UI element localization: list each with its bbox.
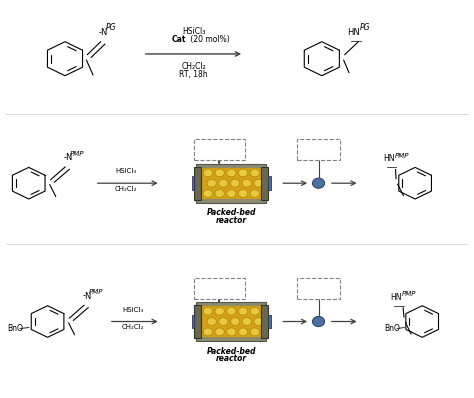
Bar <box>197 302 266 341</box>
Circle shape <box>203 169 213 177</box>
Text: HN: HN <box>347 28 359 37</box>
Circle shape <box>207 318 216 326</box>
Text: BnO: BnO <box>7 324 23 333</box>
Text: CH₂Cl₂: CH₂Cl₂ <box>122 324 145 330</box>
Text: HSiCl₃: HSiCl₃ <box>116 168 137 174</box>
Circle shape <box>242 179 252 187</box>
Circle shape <box>219 318 228 326</box>
Text: supp cat: supp cat <box>201 145 237 154</box>
Circle shape <box>250 189 259 197</box>
Circle shape <box>203 328 213 336</box>
Text: HN: HN <box>383 154 394 164</box>
Circle shape <box>215 328 224 336</box>
Circle shape <box>227 328 236 336</box>
Circle shape <box>227 189 236 197</box>
Text: N: N <box>84 292 91 300</box>
Circle shape <box>242 318 252 326</box>
Circle shape <box>250 307 259 315</box>
Text: Packed-bed: Packed-bed <box>207 347 256 356</box>
Circle shape <box>312 178 325 188</box>
Circle shape <box>238 169 248 177</box>
FancyBboxPatch shape <box>297 278 340 298</box>
Text: HSiCl₃: HSiCl₃ <box>123 307 144 313</box>
Bar <box>261 305 268 338</box>
Text: PMP: PMP <box>402 291 417 297</box>
Circle shape <box>238 189 248 197</box>
Text: H₂O: H₂O <box>311 150 326 159</box>
Text: PMP: PMP <box>89 289 103 295</box>
Circle shape <box>312 316 325 327</box>
Text: N: N <box>65 153 72 162</box>
Text: Cat: Cat <box>172 35 186 45</box>
Circle shape <box>230 179 240 187</box>
FancyBboxPatch shape <box>194 278 245 298</box>
Text: PG: PG <box>106 23 117 32</box>
Bar <box>194 167 201 200</box>
Bar <box>191 176 194 190</box>
Text: CH₂Cl₂: CH₂Cl₂ <box>181 62 206 71</box>
FancyBboxPatch shape <box>194 139 245 160</box>
Bar <box>202 168 261 199</box>
Bar <box>268 176 271 190</box>
Text: reactor: reactor <box>216 354 247 363</box>
Text: -: - <box>99 28 102 37</box>
Circle shape <box>203 189 213 197</box>
Circle shape <box>203 307 213 315</box>
Bar <box>261 167 268 200</box>
Text: PMP: PMP <box>394 153 409 159</box>
Bar <box>191 315 194 328</box>
Text: -: - <box>64 153 66 162</box>
Circle shape <box>250 169 259 177</box>
Text: (20 mol%): (20 mol%) <box>188 35 230 45</box>
Text: CH₂Cl₂: CH₂Cl₂ <box>115 185 137 191</box>
Text: HSiCl₃: HSiCl₃ <box>182 27 205 36</box>
Text: PG: PG <box>359 23 370 32</box>
Text: reactor: reactor <box>216 216 247 224</box>
Text: Packed-bed: Packed-bed <box>207 209 256 217</box>
FancyBboxPatch shape <box>297 139 340 160</box>
Text: N: N <box>100 28 107 37</box>
Circle shape <box>227 169 236 177</box>
Circle shape <box>215 307 224 315</box>
Circle shape <box>230 318 240 326</box>
Text: supp cat: supp cat <box>201 284 237 293</box>
Bar <box>197 164 266 203</box>
Circle shape <box>207 179 216 187</box>
Text: RT, 18h: RT, 18h <box>179 70 208 79</box>
Text: NaOH: NaOH <box>308 141 329 150</box>
Circle shape <box>219 179 228 187</box>
Text: PMP: PMP <box>70 151 85 157</box>
Circle shape <box>215 169 224 177</box>
Bar <box>268 315 271 328</box>
Circle shape <box>254 179 263 187</box>
Circle shape <box>215 189 224 197</box>
Text: BnO: BnO <box>384 324 400 333</box>
Circle shape <box>227 307 236 315</box>
Circle shape <box>250 328 259 336</box>
Circle shape <box>238 307 248 315</box>
Text: HN: HN <box>391 293 402 302</box>
Circle shape <box>238 328 248 336</box>
Bar <box>194 305 201 338</box>
Circle shape <box>254 318 263 326</box>
Text: -: - <box>82 292 85 300</box>
Text: NaOH: NaOH <box>308 279 329 288</box>
Bar <box>202 306 261 337</box>
Text: H₂O: H₂O <box>311 288 326 297</box>
